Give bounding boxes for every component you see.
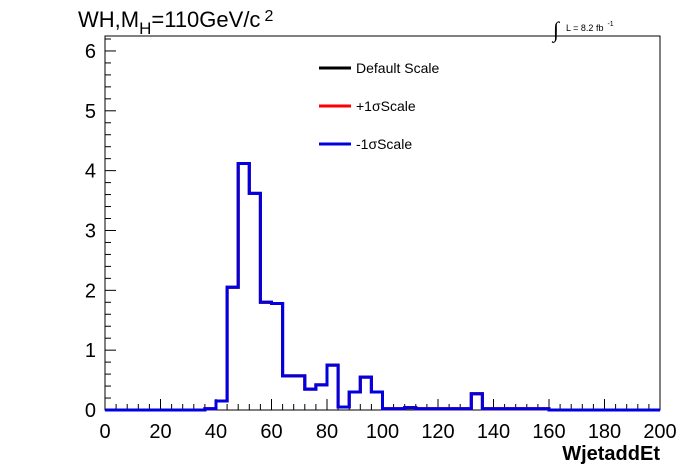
title-subscript: H [139, 19, 151, 38]
x-axis-label: WjetaddEt [562, 443, 660, 465]
chart-title: WH,MH=110GeV/c 2 [78, 7, 273, 38]
series-layer [105, 162, 660, 412]
y-tick-label: 6 [85, 41, 96, 63]
x-tick-label: 120 [421, 421, 454, 443]
legend-label-1: +1σScale [356, 98, 416, 114]
title-middle: =110GeV/c [151, 7, 260, 32]
x-tick-label: 160 [532, 421, 565, 443]
luminosity-text: L = 8.2 fb -1 [566, 21, 614, 33]
luminosity-value: L = 8.2 fb [566, 23, 603, 33]
luminosity-label: ∫ L = 8.2 fb -1 [551, 17, 614, 43]
legend-label-0: Default Scale [356, 60, 439, 76]
x-tick-label: 200 [643, 421, 676, 443]
y-tick-label: 2 [85, 280, 96, 302]
integral-sign: ∫ [551, 17, 561, 43]
luminosity-superscript: -1 [607, 21, 613, 28]
y-tick-label: 0 [85, 400, 96, 422]
x-tick-label: 100 [366, 421, 399, 443]
legend-label-2: -1σScale [356, 136, 412, 152]
x-tick-label: 140 [477, 421, 510, 443]
x-tick-label: 80 [316, 421, 338, 443]
x-tick-label: 40 [205, 421, 227, 443]
axes: 0 20 40 60 80 100 120 140 160 180 200 0 1 2 3 4 5 6 [85, 38, 677, 443]
x-tick-label: 0 [99, 421, 110, 443]
legend: Default Scale +1σScale -1σScale [319, 60, 439, 152]
y-tick-label: 3 [85, 220, 96, 242]
y-tick-label: 1 [85, 340, 96, 362]
y-tick-label: 5 [85, 101, 96, 123]
y-tick-label: 4 [85, 161, 96, 183]
x-tick-label: 60 [260, 421, 282, 443]
title-superscript: 2 [264, 8, 273, 25]
x-tick-label: 180 [588, 421, 621, 443]
series-2-line [105, 162, 660, 412]
title-prefix: WH,M [78, 7, 139, 32]
x-tick-label: 20 [149, 421, 171, 443]
